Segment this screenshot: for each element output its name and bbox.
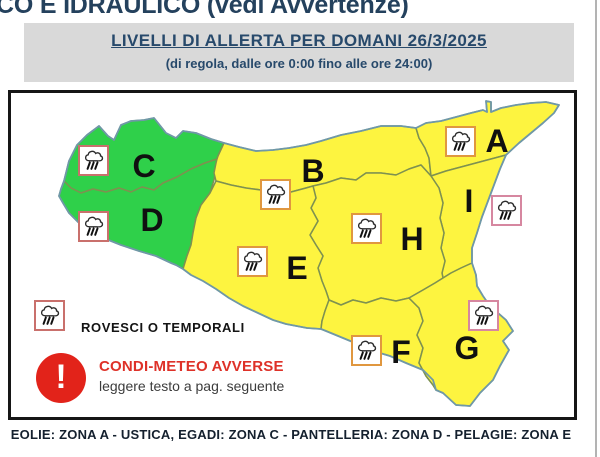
alert-header-panel: LIVELLI DI ALLERTA PER DOMANI 26/3/2025 … [24, 23, 574, 82]
storm-rain-icon [78, 211, 109, 242]
storm-rain-icon [237, 246, 268, 277]
zone-a-label: A [485, 123, 508, 159]
storm-rain-icon [351, 213, 382, 244]
legend-storm-rain-icon [34, 300, 65, 331]
alert-header-subtitle: (di regola, dalle ore 0:00 fino alle ore… [165, 56, 433, 71]
storm-rain-icon [351, 335, 382, 366]
alert-header-title: LIVELLI DI ALLERTA PER DOMANI 26/3/2025 [111, 31, 487, 50]
storm-rain-icon [491, 195, 522, 226]
adverse-weather-title: CONDI-METEO AVVERSE [99, 358, 284, 375]
storm-rain-icon [260, 179, 291, 210]
sicily-coastline [58, 100, 560, 407]
zone-f-label: F [391, 334, 411, 370]
page-title: CO E IDRAULICO (vedi Avvertenze) [0, 0, 409, 19]
zone-i-label: I [465, 183, 474, 219]
storm-rain-icon [468, 300, 499, 331]
adverse-weather-subtitle: leggere testo a pag. seguente [99, 378, 285, 394]
islands-zone-caption: EOLIE: ZONA A - USTICA, EGADI: ZONA C - … [10, 427, 572, 442]
zone-d-label: D [140, 202, 163, 238]
zone-g-label: G [455, 330, 480, 366]
zone-c-label: C [132, 148, 155, 184]
exclamation-mark: ! [55, 358, 67, 396]
legend-label: ROVESCI O TEMPORALI [81, 320, 245, 335]
sicily-alert-map: A B C D E F G H I [8, 90, 577, 420]
exclamation-icon: ! [36, 353, 86, 403]
storm-rain-icon [78, 145, 109, 176]
storm-rain-icon [445, 126, 476, 157]
page-edge-artifact [595, 0, 597, 457]
zone-b-label: B [301, 153, 324, 189]
zone-h-label: H [400, 221, 423, 257]
zone-e-label: E [286, 250, 307, 286]
sicily-map-svg: A B C D E F G H I [58, 100, 560, 407]
